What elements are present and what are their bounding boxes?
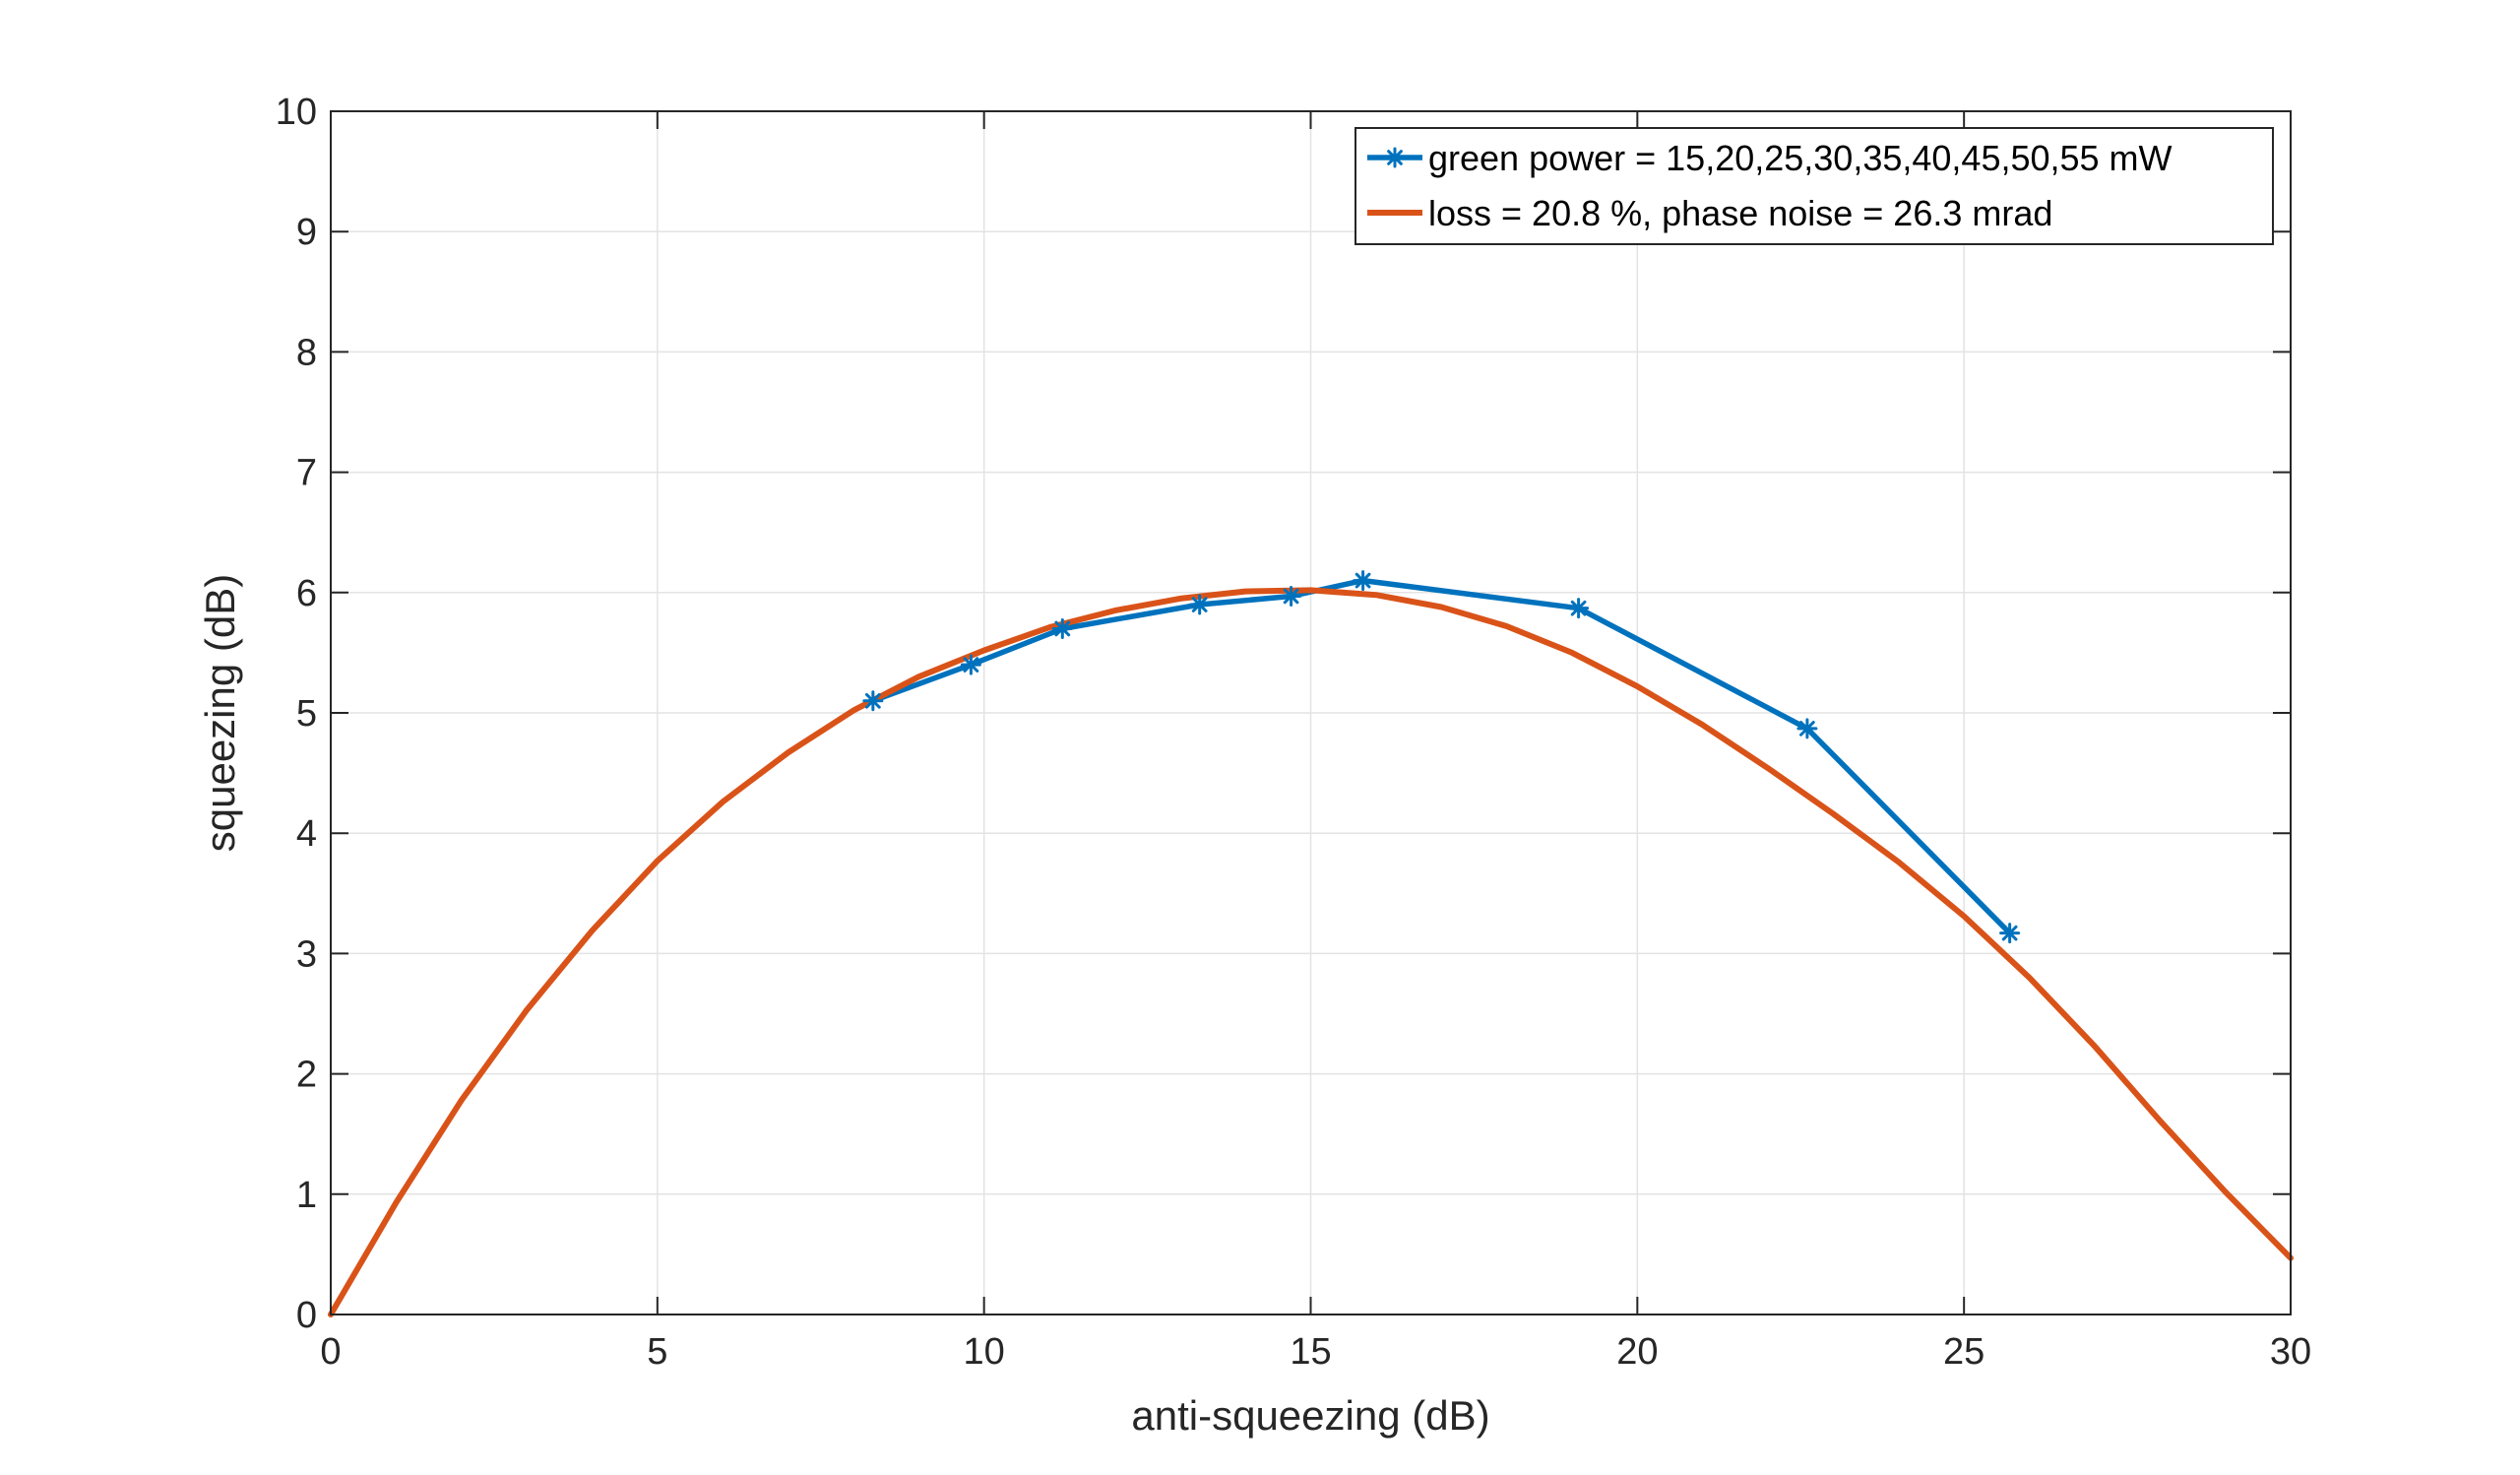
legend-marker-green-power [1384, 147, 1406, 168]
legend-label-green-power: green power = 15,20,25,30,35,40,45,50,55… [1428, 138, 2173, 178]
x-tick-label: 10 [964, 1331, 1005, 1373]
legend-label-loss-fit: loss = 20.8 %, phase noise = 26.3 mrad [1428, 193, 2052, 233]
x-tick-label: 30 [2270, 1331, 2311, 1373]
legend-box [1354, 127, 2274, 245]
legend: green power = 15,20,25,30,35,40,45,50,55… [1354, 127, 2274, 245]
y-tick-label: 9 [296, 212, 317, 253]
data-point-0-8 [1999, 923, 2021, 944]
y-tick-label: 6 [296, 573, 317, 614]
y-tick-label: 2 [296, 1055, 317, 1096]
y-tick-label: 4 [296, 813, 317, 855]
series-layer [328, 570, 2294, 1317]
y-axis-label: squeezing (dB) [197, 574, 243, 853]
y-tick-label: 8 [296, 332, 317, 373]
data-point-0-2 [1051, 617, 1073, 639]
legend-entry-green-power: green power = 15,20,25,30,35,40,45,50,55… [1367, 138, 2173, 178]
data-point-0-5 [1353, 570, 1374, 592]
ticks: 0 5 10 15 20 25 30 0 1 2 3 4 5 6 7 8 9 10 [276, 92, 2311, 1373]
x-tick-label: 0 [320, 1331, 341, 1373]
y-tick-label: 1 [296, 1175, 317, 1216]
y-tick-label: 10 [276, 92, 317, 133]
y-tick-label: 5 [296, 693, 317, 735]
axis-labels: anti-squeezing (dB) squeezing (dB) [197, 574, 1490, 1439]
data-point-0-6 [1568, 598, 1590, 619]
x-axis-label: anti-squeezing (dB) [1131, 1392, 1489, 1439]
x-tick-label: 20 [1616, 1331, 1658, 1373]
plot-area: 0 5 10 15 20 25 30 0 1 2 3 4 5 6 7 8 9 10 [276, 92, 2311, 1373]
y-tick-label: 3 [296, 933, 317, 975]
x-tick-label: 25 [1943, 1331, 1984, 1373]
asterisk-marker [1384, 147, 1406, 168]
data-point-0-1 [960, 654, 981, 675]
y-tick-label: 7 [296, 453, 317, 494]
y-tick-label: 0 [296, 1295, 317, 1336]
data-point-0-3 [1189, 594, 1211, 615]
legend-entry-loss-fit: loss = 20.8 %, phase noise = 26.3 mrad [1367, 193, 2052, 233]
series-line-1 [328, 587, 2294, 1317]
data-point-0-4 [1281, 585, 1302, 607]
x-tick-label: 15 [1290, 1331, 1331, 1373]
data-point-0-0 [862, 690, 884, 712]
x-tick-label: 5 [647, 1331, 667, 1373]
data-point-0-7 [1796, 718, 1818, 739]
